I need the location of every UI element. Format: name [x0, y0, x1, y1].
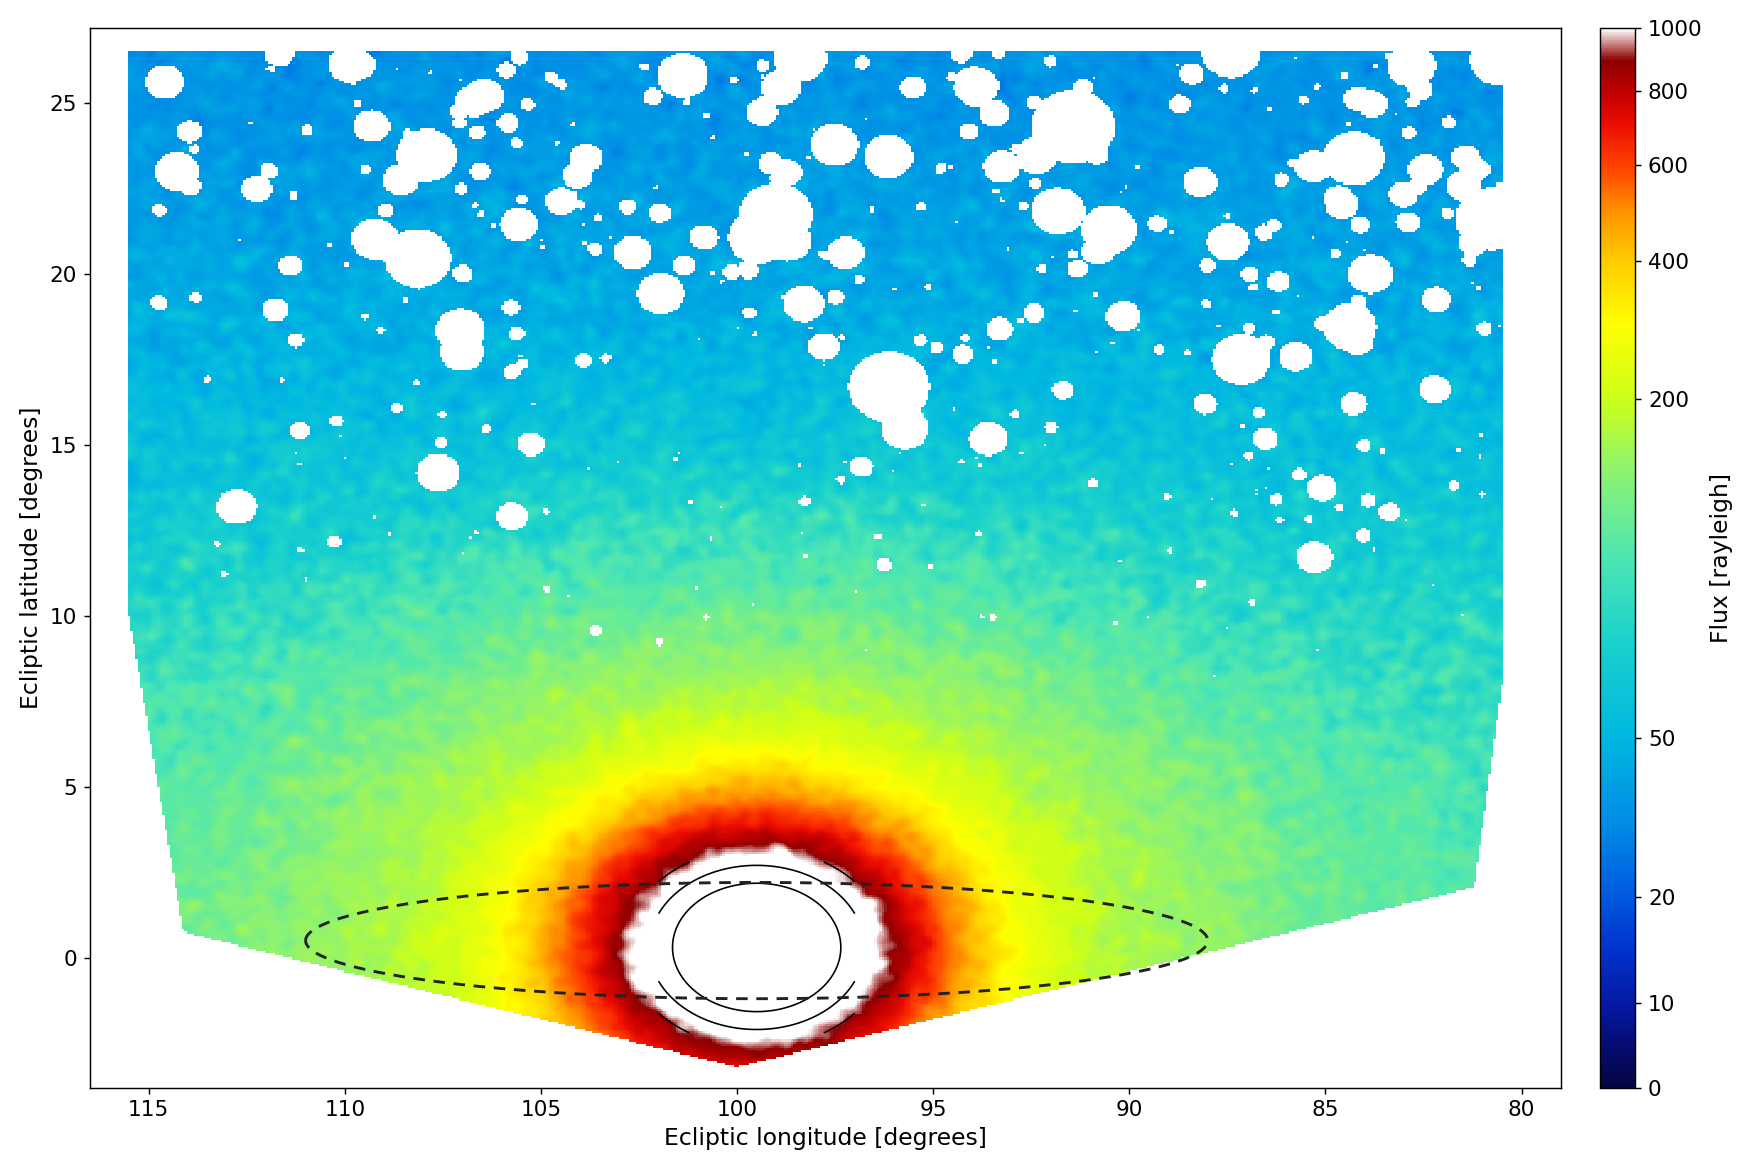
- Y-axis label: Flux [rayleigh]: Flux [rayleigh]: [1709, 473, 1732, 642]
- Y-axis label: Ecliptic latitude [degrees]: Ecliptic latitude [degrees]: [19, 406, 42, 709]
- X-axis label: Ecliptic longitude [degrees]: Ecliptic longitude [degrees]: [663, 1128, 986, 1150]
